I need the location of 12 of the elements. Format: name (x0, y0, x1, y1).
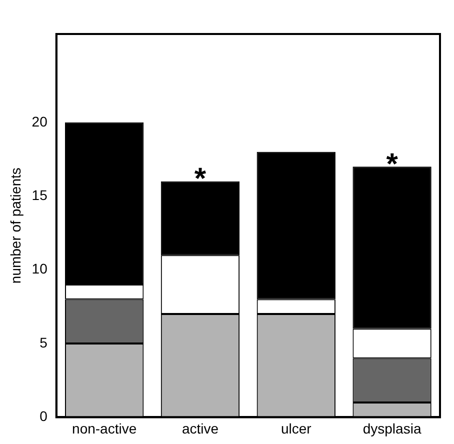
x-tick-label: active (182, 420, 219, 436)
y-tick-label: 10 (32, 260, 48, 277)
y-tick-label: 20 (32, 113, 48, 130)
y-tick-label: 0 (40, 408, 48, 424)
annotation: * (386, 148, 398, 181)
x-tick-label: dysplasia (362, 420, 422, 436)
y-tick-label: 5 (40, 334, 48, 350)
y-tick-label: 15 (32, 186, 48, 203)
y-axis-title: number of patients (7, 168, 24, 284)
x-tick-label: ulcer (280, 420, 312, 436)
annotation: * (194, 162, 206, 196)
x-tick-label: non-active (72, 420, 137, 436)
